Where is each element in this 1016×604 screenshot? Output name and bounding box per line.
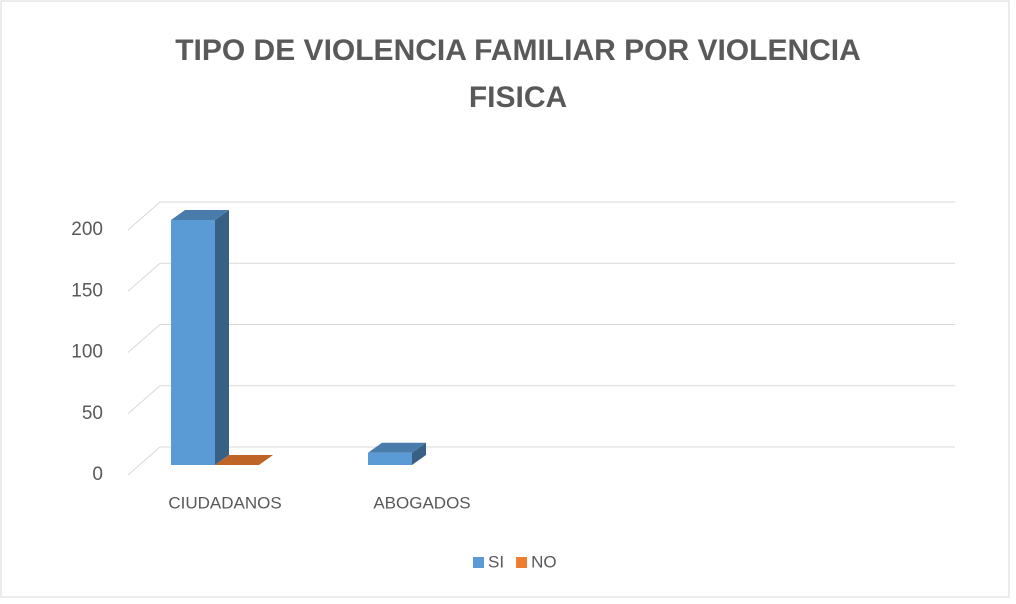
y-tick-label: 50: [82, 403, 103, 424]
bar-face: [368, 452, 412, 465]
legend-swatch: [473, 557, 484, 568]
bar: [215, 455, 273, 465]
y-tick-label: 200: [71, 219, 103, 240]
grid-line: [127, 262, 161, 292]
bar-face: [215, 210, 229, 465]
bar: [171, 210, 229, 465]
grid-line: [127, 201, 161, 231]
legend-label: SI: [488, 552, 504, 571]
y-tick-label: 100: [71, 342, 103, 363]
bar-face: [171, 210, 229, 220]
bar-face: [171, 220, 215, 465]
legend-swatch: [516, 557, 528, 568]
bar-face: [215, 455, 273, 465]
grid-line: [127, 446, 161, 476]
bar-face: [412, 442, 426, 465]
grid-line: [127, 324, 161, 353]
legend-label: NO: [531, 552, 557, 571]
y-tick-label: 150: [71, 280, 103, 301]
x-tick-label: ABOGADOS: [373, 493, 470, 512]
grid-line: [127, 385, 161, 415]
chart-title: TIPO DE VIOLENCIA FAMILIAR POR VIOLENCIA…: [175, 34, 861, 114]
x-tick-label: CIUDADANOS: [168, 493, 281, 512]
bar-face: [368, 442, 426, 453]
y-tick-label: 0: [92, 464, 103, 485]
bar: [368, 442, 426, 465]
